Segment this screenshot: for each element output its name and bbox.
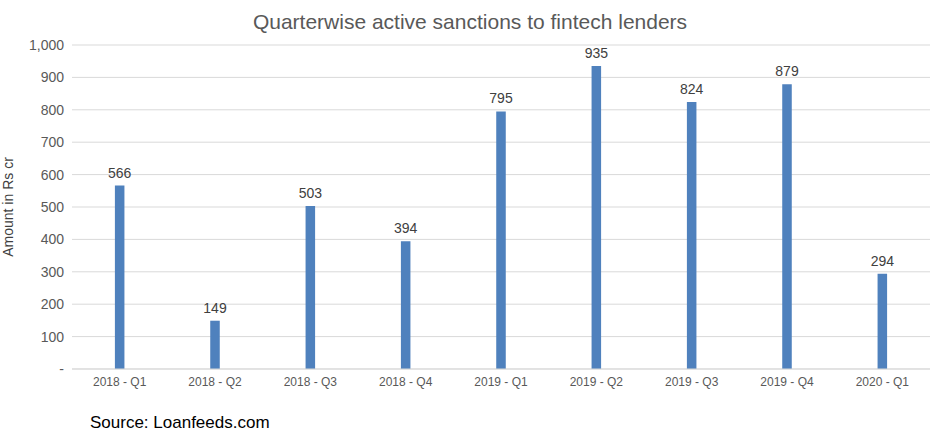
svg-text:2018 - Q2: 2018 - Q2 — [188, 375, 242, 389]
svg-text:2019 - Q4: 2019 - Q4 — [760, 375, 814, 389]
svg-text:294: 294 — [871, 253, 895, 269]
svg-text:Amount in Rs cr: Amount in Rs cr — [8, 157, 16, 257]
svg-text:2019 - Q2: 2019 - Q2 — [570, 375, 624, 389]
svg-text:600: 600 — [41, 167, 65, 183]
svg-text:149: 149 — [203, 300, 227, 316]
svg-text:-: - — [59, 361, 64, 377]
svg-text:935: 935 — [585, 45, 609, 61]
svg-text:2018 - Q3: 2018 - Q3 — [284, 375, 338, 389]
svg-text:2020 - Q1: 2020 - Q1 — [856, 375, 910, 389]
svg-text:400: 400 — [41, 231, 65, 247]
svg-text:2019 - Q1: 2019 - Q1 — [474, 375, 528, 389]
svg-text:300: 300 — [41, 264, 65, 280]
svg-text:879: 879 — [775, 63, 799, 79]
svg-text:394: 394 — [394, 220, 418, 236]
svg-text:2019 - Q3: 2019 - Q3 — [665, 375, 719, 389]
svg-text:100: 100 — [41, 329, 65, 345]
svg-text:900: 900 — [41, 69, 65, 85]
svg-text:800: 800 — [41, 102, 65, 118]
svg-text:1,000: 1,000 — [29, 37, 64, 53]
svg-text:500: 500 — [41, 199, 65, 215]
svg-text:200: 200 — [41, 296, 65, 312]
svg-text:824: 824 — [680, 81, 704, 97]
html-text:Quarterwise active sanctions t: Quarterwise active sanctions to fintech … — [252, 10, 688, 33]
svg-text:2018 - Q1: 2018 - Q1 — [93, 375, 147, 389]
svg-text:503: 503 — [299, 185, 323, 201]
svg-text:700: 700 — [41, 134, 65, 150]
svg-text:2018 - Q4: 2018 - Q4 — [379, 375, 433, 389]
svg-text:795: 795 — [489, 90, 513, 106]
html-text:Source: Loanfeeds.com: Source: Loanfeeds.com — [90, 413, 270, 432]
svg-text:566: 566 — [108, 165, 132, 181]
